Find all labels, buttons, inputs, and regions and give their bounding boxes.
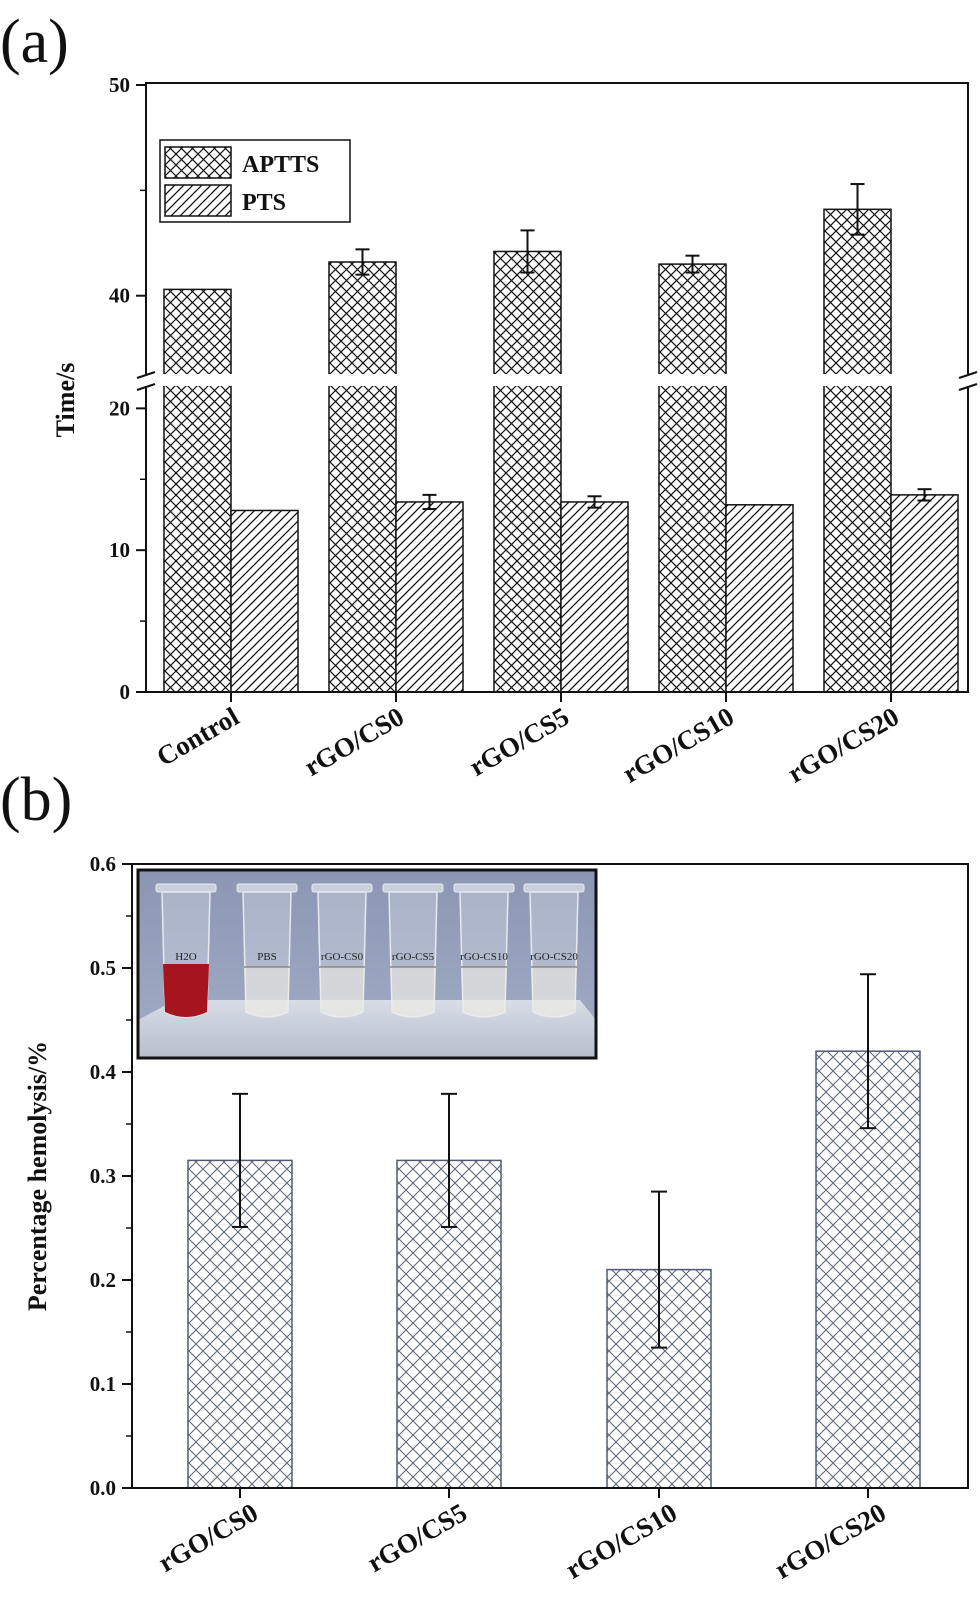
error-bar-pts-rgo-cs0 bbox=[422, 493, 437, 511]
bar-pts-rgo-cs10 bbox=[725, 504, 794, 693]
error-bar-hemolysis-rgo-cs0 bbox=[232, 1092, 248, 1228]
bar-pts-rgo-cs5 bbox=[560, 501, 629, 693]
error-bar-aptts-rgo-cs10 bbox=[685, 254, 700, 274]
category-label: rGO/CS20 bbox=[769, 1497, 891, 1584]
inset-tube: PBS bbox=[236, 883, 298, 1018]
bar-aptts-control bbox=[163, 288, 232, 693]
bar-pts-rgo-cs0 bbox=[395, 501, 464, 693]
inset-tube-label: rGO-CS0 bbox=[321, 951, 364, 963]
bar-aptts-rgo-cs10 bbox=[658, 263, 727, 693]
inset-tube: H2O bbox=[155, 883, 217, 1018]
error-bar-hemolysis-rgo-cs5 bbox=[441, 1092, 457, 1228]
category-label: rGO/CS10 bbox=[617, 701, 739, 788]
panel-a-axis-break bbox=[136, 371, 978, 391]
panel-b-label: (b) bbox=[0, 766, 72, 834]
y-tick-label: 0.3 bbox=[90, 1164, 116, 1188]
category-label: rGO/CS0 bbox=[153, 1497, 263, 1578]
error-bar-aptts-rgo-cs0 bbox=[355, 248, 370, 276]
category-label: rGO/CS5 bbox=[362, 1497, 472, 1578]
y-tick-label: 20 bbox=[109, 396, 130, 420]
bar-aptts-rgo-cs20 bbox=[823, 208, 892, 693]
error-bar-pts-rgo-cs5 bbox=[587, 495, 602, 509]
inset-tube-label: H2O bbox=[175, 951, 196, 963]
error-bar-aptts-rgo-cs5 bbox=[520, 229, 535, 274]
y-tick-label: 50 bbox=[109, 73, 130, 97]
inset-tube-label: rGO-CS10 bbox=[460, 951, 508, 963]
y-tick-label: 0.0 bbox=[90, 1476, 116, 1500]
panel-a-chart: (a) 0 10 20 40 50 Time/s APTTS PTS Control rG… bbox=[0, 8, 978, 789]
inset-tube: rGO-CS0 bbox=[311, 883, 373, 1018]
y-tick-label: 0.5 bbox=[90, 956, 116, 980]
legend-label-pts: PTS bbox=[242, 190, 286, 216]
bar-aptts-rgo-cs5 bbox=[493, 250, 562, 693]
inset-tube: rGO-CS10 bbox=[453, 883, 515, 1018]
error-bar-hemolysis-rgo-cs10 bbox=[651, 1190, 667, 1349]
y-tick-label: 0.6 bbox=[90, 852, 116, 876]
y-tick-label: 0 bbox=[120, 680, 131, 704]
legend-swatch-pts bbox=[164, 184, 232, 217]
legend-swatch-aptts bbox=[164, 146, 232, 179]
error-bar-aptts-rgo-cs20 bbox=[850, 183, 865, 236]
inset-tube-label: rGO-CS20 bbox=[530, 951, 578, 963]
category-label: Control bbox=[151, 701, 244, 772]
panel-a-legend: APTTS PTS bbox=[159, 139, 351, 223]
inset-photo: H2O PBS rGO-CS0 rGO-CS5 rGO-CS10 rGO-CS20 bbox=[136, 868, 598, 1060]
y-tick-label: 0.4 bbox=[90, 1060, 117, 1084]
y-tick-label: 10 bbox=[109, 538, 130, 562]
bar-aptts-rgo-cs0 bbox=[328, 261, 397, 693]
bar-pts-rgo-cs20 bbox=[890, 494, 959, 693]
panel-a-label: (a) bbox=[0, 8, 69, 76]
legend-label-aptts: APTTS bbox=[242, 152, 319, 178]
category-label: rGO/CS10 bbox=[560, 1497, 682, 1584]
inset-tube-label: PBS bbox=[257, 951, 277, 963]
inset-tube-label: rGO-CS5 bbox=[392, 951, 435, 963]
y-tick-label: 0.1 bbox=[90, 1372, 116, 1396]
category-label: rGO/CS0 bbox=[299, 701, 409, 782]
error-bar-pts-rgo-cs20 bbox=[917, 488, 932, 502]
panel-a-y-axis-label: Time/s bbox=[51, 363, 80, 438]
category-label: rGO/CS20 bbox=[782, 701, 904, 788]
error-bar-hemolysis-rgo-cs20 bbox=[860, 973, 876, 1130]
inset-tube: rGO-CS20 bbox=[523, 883, 585, 1018]
category-label: rGO/CS5 bbox=[464, 701, 574, 782]
y-tick-label: 40 bbox=[109, 284, 130, 308]
y-tick-label: 0.2 bbox=[90, 1268, 116, 1292]
inset-tube: rGO-CS5 bbox=[382, 883, 444, 1018]
panel-b-y-axis-label: Percentage hemolysis/% bbox=[23, 1041, 52, 1311]
bar-pts-control bbox=[230, 509, 299, 693]
panel-b-chart: (b) 0.0 0.1 0.2 0.3 0.4 0.5 0.6 Percentage hem… bbox=[0, 766, 969, 1585]
